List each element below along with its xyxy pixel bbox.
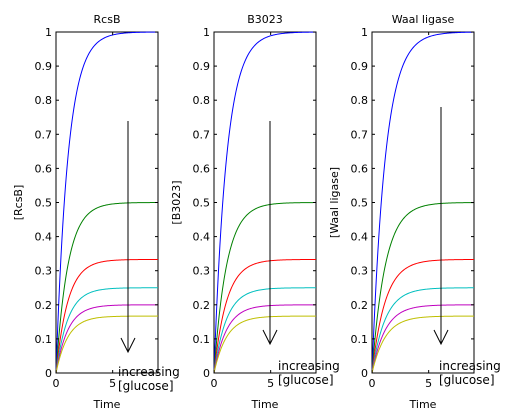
y-tick-label: 0.7 [351, 128, 369, 141]
y-tick-label: 0.8 [35, 94, 53, 107]
x-tick-label: 0 [53, 377, 60, 390]
y-axis-label: [B3023] [170, 180, 183, 224]
series-line-4 [213, 287, 316, 374]
series-line-5 [371, 304, 474, 374]
y-tick-label: 1 [203, 26, 210, 39]
arrow-head [120, 337, 136, 354]
series-line-6 [55, 315, 158, 374]
x-tick-label: 5 [267, 377, 274, 390]
series-line-3 [371, 259, 474, 374]
y-tick-label: 0 [45, 367, 52, 380]
y-axis-label: [RcsB] [12, 185, 25, 221]
chart-title: RcsB [94, 13, 121, 26]
y-tick-label: 0.2 [35, 299, 53, 312]
chart-title: B3023 [247, 13, 283, 26]
series-line-1 [371, 31, 475, 374]
y-tick-label: 0.5 [35, 197, 53, 210]
series-line-4 [55, 287, 158, 374]
y-tick-label: 0.1 [193, 333, 211, 346]
y-tick-label: 0.9 [35, 60, 53, 73]
y-tick-label: 0.8 [193, 94, 211, 107]
y-tick-label: 0.4 [193, 231, 211, 244]
series-line-2 [371, 202, 475, 374]
y-tick-label: 0.9 [351, 60, 369, 73]
y-tick-label: 0.6 [351, 162, 369, 175]
annotation-text-line-1: increasing [439, 359, 501, 373]
y-tick-label: 0.7 [193, 128, 211, 141]
series-line-3 [213, 258, 316, 374]
x-tick-label: 0 [211, 377, 218, 390]
y-tick-label: 0.1 [351, 333, 369, 346]
arrow-head [262, 329, 278, 346]
y-tick-label: 0.4 [351, 231, 369, 244]
y-tick-label: 0.6 [35, 162, 53, 175]
y-tick-label: 0.3 [35, 265, 53, 278]
x-tick-label: 5 [425, 377, 432, 390]
series-line-2 [213, 202, 317, 374]
y-tick-label: 0.7 [35, 128, 53, 141]
series-line-3 [55, 258, 158, 374]
series-line-5 [55, 304, 158, 374]
annotation-text-line-2: [glucose] [118, 379, 174, 393]
series-line-2 [55, 202, 159, 374]
x-axis-label: Time [251, 398, 279, 411]
y-tick-label: 0 [203, 367, 210, 380]
x-tick-label: 5 [109, 377, 116, 390]
y-tick-label: 1 [45, 26, 52, 39]
y-axis-label: [Waal ligase] [328, 167, 341, 238]
series-line-1 [55, 31, 158, 374]
y-tick-label: 0.8 [351, 94, 369, 107]
x-tick-label: 0 [369, 377, 376, 390]
chart-panel-1: 0 0.1 0.2 0.3 0.4 0.5 0.6 0.7 0.8 0.9 1 0 5 RcsB Time [… [12, 13, 180, 411]
y-tick-label: 0.3 [351, 265, 369, 278]
annotation-text-line-1: increasing [118, 365, 180, 379]
series-line-4 [371, 287, 474, 374]
chart-panel-2: 0 0.1 0.2 0.3 0.4 0.5 0.6 0.7 0.8 0.9 1 0 5 B3023 Time… [170, 13, 340, 411]
annotation-text-line-1: increasing [278, 359, 340, 373]
x-axis-label: Time [409, 398, 437, 411]
chart-title: Waal ligase [392, 13, 455, 26]
annotation-text-line-2: [glucose] [439, 373, 495, 387]
series-line-6 [213, 315, 316, 374]
y-tick-label: 0.2 [193, 299, 211, 312]
y-tick-label: 0.9 [193, 60, 211, 73]
y-tick-label: 0.5 [193, 197, 211, 210]
series-line-5 [213, 304, 316, 374]
series-line-1 [213, 31, 317, 374]
y-tick-label: 0.2 [351, 299, 369, 312]
chart-panel-3: 0 0.1 0.2 0.3 0.4 0.5 0.6 0.7 0.8 0.9 1 0 5 Waal liga… [328, 13, 501, 411]
y-tick-label: 0 [361, 367, 368, 380]
series-line-6 [371, 315, 474, 374]
x-axis-label: Time [93, 398, 121, 411]
y-tick-label: 0.4 [35, 231, 53, 244]
y-tick-label: 0.5 [351, 197, 369, 210]
y-tick-label: 1 [361, 26, 368, 39]
annotation-text-line-2: [glucose] [278, 373, 334, 387]
y-tick-label: 0.6 [193, 162, 211, 175]
arrow-head [433, 329, 449, 346]
y-tick-label: 0.3 [193, 265, 211, 278]
y-tick-label: 0.1 [35, 333, 53, 346]
